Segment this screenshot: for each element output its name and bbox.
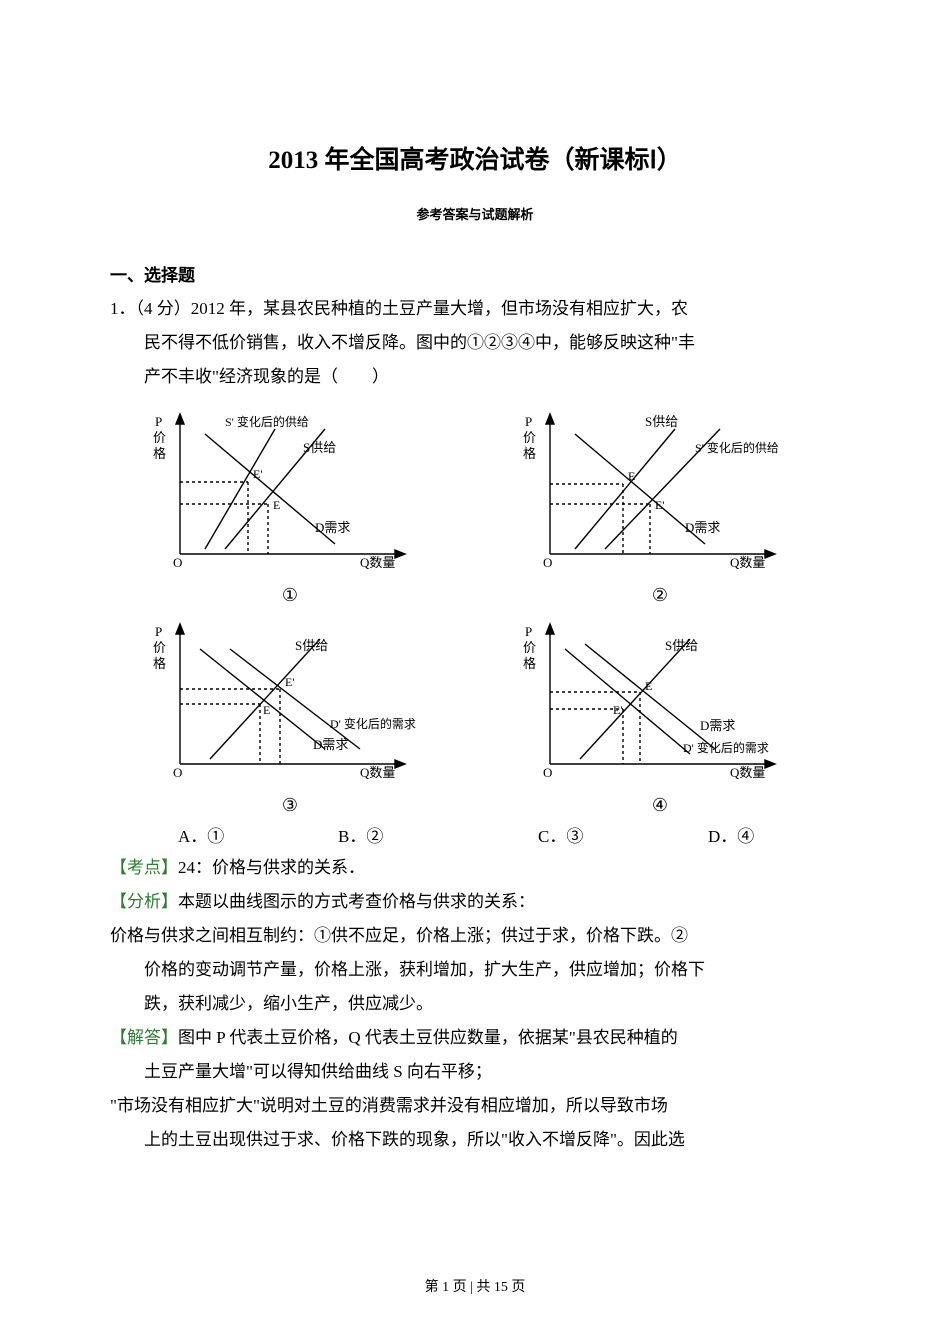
svg-text:E': E'	[253, 467, 263, 481]
svg-text:价: 价	[153, 640, 166, 655]
kaodian-line: 【考点】24：价格与供求的关系．	[110, 851, 840, 885]
options-row: A．① B．② C．③ D．④	[110, 822, 840, 847]
page-title: 2013 年全国高考政治试卷（新课标Ⅰ）	[110, 140, 840, 176]
chart-2: P 价 格 O Q数量 S供给 S' 变化后的供给 D需求 E E' ②	[480, 404, 840, 606]
svg-text:价: 价	[523, 640, 536, 655]
jieda-text: 图中 P 代表土豆价格，Q 代表土豆供应数量，依据某"县农民种植的	[178, 1028, 678, 1047]
svg-text:S供给: S供给	[295, 638, 328, 653]
jieda-label: 【解答】	[110, 1028, 178, 1047]
svg-text:D' 变化后的需求: D' 变化后的需求	[330, 716, 416, 731]
jieda-p1: 土豆产量大增"可以得知供给曲线 S 向右平移；	[110, 1055, 840, 1089]
svg-text:格: 格	[523, 656, 536, 671]
svg-text:E': E'	[285, 675, 295, 689]
svg-text:Q数量: Q数量	[360, 555, 395, 570]
page-footer: 第 1 页 | 共 15 页	[0, 1276, 950, 1296]
svg-text:价: 价	[153, 430, 166, 445]
fenxi-label: 【分析】	[110, 892, 178, 911]
chart-2-num: ②	[480, 585, 840, 606]
svg-text:P: P	[155, 624, 162, 639]
svg-text:S供给: S供给	[303, 440, 336, 455]
q1-line2: 民不得不低价销售，收入不增反降。图中的①②③④中，能够反映这种"丰	[110, 326, 840, 360]
kaodian-label: 【考点】	[110, 858, 178, 877]
svg-text:E': E'	[613, 703, 623, 717]
option-c: C．③	[538, 822, 708, 847]
origin-label: O	[173, 555, 182, 570]
svg-text:P: P	[155, 414, 162, 429]
svg-text:Q数量: Q数量	[730, 765, 765, 780]
chart-1-num: ①	[110, 585, 470, 606]
svg-text:D需求: D需求	[700, 718, 735, 733]
chart-3: P 价 格 O Q数量 S供给 D' 变化后的需求 D需求 E E' ③	[110, 614, 470, 816]
svg-text:S' 变化后的供给: S' 变化后的供给	[225, 414, 309, 429]
fenxi-p1: 价格与供求之间相互制约：①供不应足，价格上涨；供过于求，价格下跌。②	[110, 919, 840, 953]
option-a: A．①	[178, 822, 338, 847]
page-container: 2013 年全国高考政治试卷（新课标Ⅰ） 参考答案与试题解析 一、选择题 1．（…	[0, 0, 950, 1344]
kaodian-text: 24：价格与供求的关系．	[178, 858, 365, 877]
svg-text:S供给: S供给	[665, 638, 698, 653]
svg-text:Q数量: Q数量	[360, 765, 395, 780]
svg-text:E: E	[263, 703, 270, 717]
svg-text:S' 变化后的供给: S' 变化后的供给	[695, 440, 779, 455]
svg-text:O: O	[173, 765, 182, 780]
svg-text:O: O	[543, 765, 552, 780]
question-1: 1．（4 分）2012 年，某县农民种植的土豆产量大增，但市场没有相应扩大，农 …	[110, 292, 840, 394]
svg-text:格: 格	[523, 446, 536, 461]
q1-line3: 产不丰收"经济现象的是（ ）	[110, 360, 840, 394]
fenxi-p2: 价格的变动调节产量，价格上涨，获利增加，扩大生产，供应增加；价格下	[110, 953, 840, 987]
option-b: B．②	[338, 822, 538, 847]
svg-text:D需求: D需求	[313, 737, 348, 752]
svg-text:D需求: D需求	[685, 520, 720, 535]
section-heading: 一、选择题	[110, 261, 840, 286]
svg-text:P: P	[525, 624, 532, 639]
svg-text:格: 格	[153, 446, 166, 461]
svg-text:E': E'	[655, 498, 665, 512]
fenxi-line: 【分析】本题以曲线图示的方式考查价格与供求的关系：	[110, 885, 840, 919]
svg-text:S供给: S供给	[645, 414, 678, 429]
charts-grid: P 价 格 O Q数量 S' 变化后的供给 S供给 D需求 E E' ①	[110, 404, 840, 816]
fenxi-p3: 跌，获利减少，缩小生产，供应减少。	[110, 987, 840, 1021]
chart-4-num: ④	[480, 795, 840, 816]
page-subtitle: 参考答案与试题解析	[110, 204, 840, 223]
q1-line1: 1．（4 分）2012 年，某县农民种植的土豆产量大增，但市场没有相应扩大，农	[110, 292, 840, 326]
svg-text:E: E	[628, 469, 635, 483]
chart-3-num: ③	[110, 795, 470, 816]
chart-1: P 价 格 O Q数量 S' 变化后的供给 S供给 D需求 E E' ①	[110, 404, 470, 606]
fenxi-text: 本题以曲线图示的方式考查价格与供求的关系：	[178, 892, 535, 911]
svg-text:价: 价	[523, 430, 536, 445]
chart-4: P 价 格 O Q数量 S供给 D需求 D' 变化后的需求 E E' ④	[480, 614, 840, 816]
svg-text:Q数量: Q数量	[730, 555, 765, 570]
jieda-line: 【解答】图中 P 代表土豆价格，Q 代表土豆供应数量，依据某"县农民种植的	[110, 1021, 840, 1055]
option-d: D．④	[708, 822, 754, 847]
svg-text:O: O	[543, 555, 552, 570]
svg-text:E: E	[645, 679, 652, 693]
svg-text:D' 变化后的需求: D' 变化后的需求	[683, 740, 769, 755]
svg-text:格: 格	[153, 656, 166, 671]
jieda-p2: "市场没有相应扩大"说明对土豆的消费需求并没有相应增加，所以导致市场	[110, 1089, 840, 1123]
svg-text:D需求: D需求	[315, 520, 350, 535]
jieda-p3: 上的土豆出现供过于求、价格下跌的现象，所以"收入不增反降"。因此选	[110, 1123, 840, 1157]
svg-text:P: P	[525, 414, 532, 429]
svg-text:E: E	[273, 498, 280, 512]
